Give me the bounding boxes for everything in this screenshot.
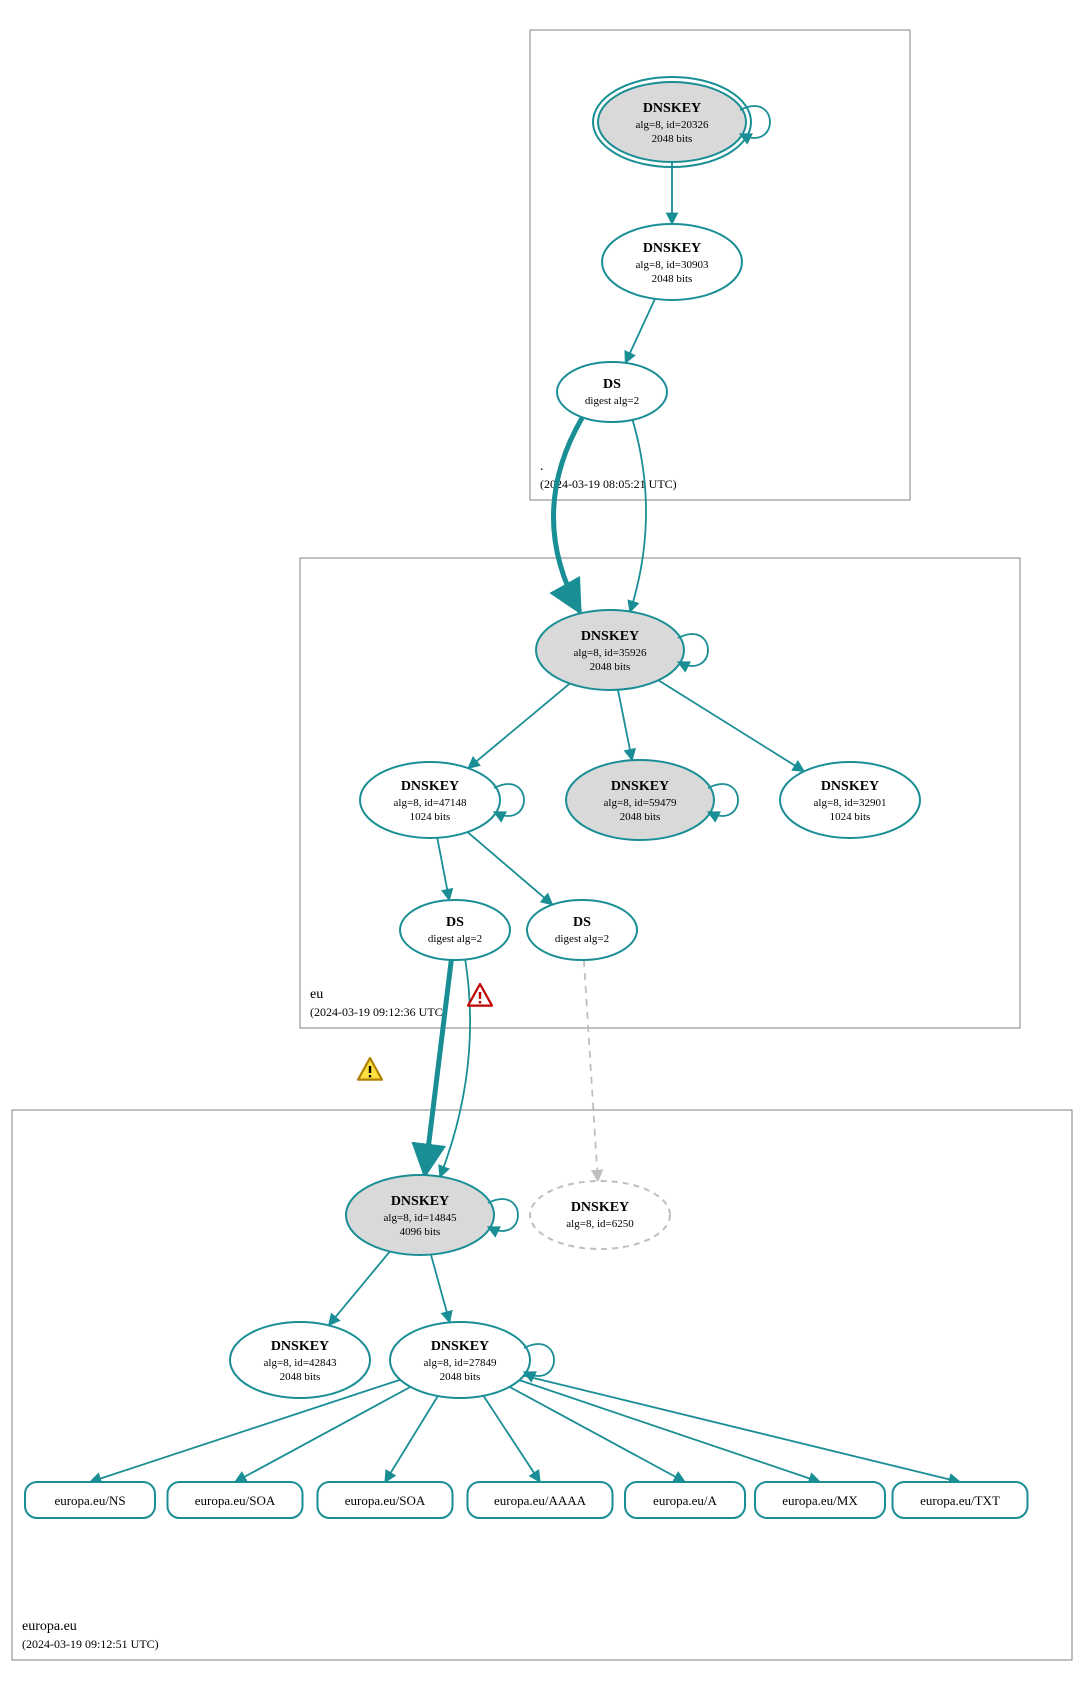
svg-text:europa.eu/TXT: europa.eu/TXT: [920, 1493, 1000, 1508]
svg-text:DNSKEY: DNSKEY: [643, 101, 701, 116]
rrset-rr_soa1: europa.eu/SOA: [168, 1482, 303, 1518]
svg-text:4096 bits: 4096 bits: [400, 1226, 441, 1238]
rrset-rr_aaaa: europa.eu/AAAA: [468, 1482, 613, 1518]
edge: [618, 690, 632, 760]
svg-text:europa.eu/MX: europa.eu/MX: [782, 1493, 858, 1508]
svg-text:2048 bits: 2048 bits: [280, 1371, 321, 1383]
svg-text:2048 bits: 2048 bits: [590, 661, 631, 673]
svg-text:DNSKEY: DNSKEY: [571, 1200, 629, 1215]
edge: [437, 838, 449, 900]
edge: [553, 418, 582, 612]
node-eur_k_l: DNSKEY alg=8, id=42843 2048 bits: [230, 1322, 370, 1398]
edge: [519, 1380, 820, 1482]
edge: [468, 832, 553, 905]
svg-text:DNSKEY: DNSKEY: [821, 779, 879, 794]
edge: [385, 1396, 438, 1482]
svg-text:(2024-03-19 09:12:36 UTC): (2024-03-19 09:12:36 UTC): [310, 1005, 447, 1019]
edge: [440, 958, 470, 1177]
edge: [658, 680, 804, 771]
rrset-rr_ns: europa.eu/NS: [25, 1482, 155, 1518]
edge: [584, 960, 598, 1181]
svg-text:alg=8, id=59479: alg=8, id=59479: [604, 797, 677, 809]
edge: [630, 418, 646, 612]
node-eur_k_r: DNSKEY alg=8, id=27849 2048 bits: [390, 1322, 554, 1398]
svg-text:DNSKEY: DNSKEY: [391, 1194, 449, 1209]
zone-europa: europa.eu (2024-03-19 09:12:51 UTC): [12, 1110, 1072, 1660]
svg-text:.: .: [540, 459, 544, 474]
edge: [425, 960, 451, 1175]
edge: [431, 1255, 450, 1323]
node-root_ds: DS digest alg=2: [557, 362, 667, 422]
svg-text:DS: DS: [446, 915, 464, 930]
node-eu_k_m: DNSKEY alg=8, id=59479 2048 bits: [566, 760, 738, 840]
svg-text:(2024-03-19 08:05:21 UTC): (2024-03-19 08:05:21 UTC): [540, 477, 677, 491]
svg-text:europa.eu/NS: europa.eu/NS: [54, 1493, 125, 1508]
svg-text:europa.eu/SOA: europa.eu/SOA: [345, 1493, 426, 1508]
svg-text:europa.eu/SOA: europa.eu/SOA: [195, 1493, 276, 1508]
svg-text:alg=8, id=20326: alg=8, id=20326: [636, 119, 709, 131]
edge: [235, 1387, 410, 1482]
svg-text:2048 bits: 2048 bits: [620, 811, 661, 823]
svg-text:alg=8, id=32901: alg=8, id=32901: [814, 797, 887, 809]
svg-text:alg=8, id=14845: alg=8, id=14845: [384, 1212, 457, 1224]
svg-text:europa.eu/AAAA: europa.eu/AAAA: [494, 1493, 587, 1508]
svg-text:2048 bits: 2048 bits: [440, 1371, 481, 1383]
rrset-rr_txt: europa.eu/TXT: [893, 1482, 1028, 1518]
edge: [510, 1387, 685, 1482]
rrset-rr_a: europa.eu/A: [625, 1482, 745, 1518]
node-root_k1: DNSKEY alg=8, id=20326 2048 bits: [593, 77, 770, 167]
svg-text:alg=8, id=30903: alg=8, id=30903: [636, 259, 709, 271]
svg-text:alg=8, id=6250: alg=8, id=6250: [566, 1218, 634, 1230]
svg-text:2048 bits: 2048 bits: [652, 133, 693, 145]
svg-text:DS: DS: [573, 915, 591, 930]
svg-text:eu: eu: [310, 987, 323, 1002]
svg-text:DS: DS: [603, 377, 621, 392]
edge: [468, 684, 570, 769]
svg-text:digest alg=2: digest alg=2: [585, 395, 639, 407]
svg-text:1024 bits: 1024 bits: [830, 811, 871, 823]
svg-text:DNSKEY: DNSKEY: [611, 779, 669, 794]
svg-text:europa.eu/A: europa.eu/A: [653, 1493, 718, 1508]
node-eu_k_l: DNSKEY alg=8, id=47148 1024 bits: [360, 762, 524, 838]
node-eu_k_r: DNSKEY alg=8, id=32901 1024 bits: [780, 762, 920, 838]
node-eu_ds_r: DS digest alg=2: [527, 900, 637, 960]
svg-text:digest alg=2: digest alg=2: [555, 933, 609, 945]
edge: [625, 299, 655, 363]
warning-red-icon: [468, 984, 492, 1006]
warning-yellow-icon: [358, 1058, 382, 1080]
svg-text:2048 bits: 2048 bits: [652, 273, 693, 285]
svg-text:alg=8, id=35926: alg=8, id=35926: [574, 647, 647, 659]
svg-text:DNSKEY: DNSKEY: [431, 1339, 489, 1354]
rrset-rr_soa2: europa.eu/SOA: [318, 1482, 453, 1518]
edge: [90, 1380, 400, 1482]
svg-text:DNSKEY: DNSKEY: [581, 629, 639, 644]
node-eu_ds_l: DS digest alg=2: [400, 900, 510, 960]
svg-text:digest alg=2: digest alg=2: [428, 933, 482, 945]
edge: [483, 1396, 540, 1482]
svg-text:alg=8, id=27849: alg=8, id=27849: [424, 1357, 497, 1369]
edge: [329, 1252, 390, 1326]
edge: [524, 1376, 960, 1482]
node-eur_k_ghost: DNSKEY alg=8, id=6250: [530, 1181, 670, 1249]
svg-text:DNSKEY: DNSKEY: [401, 779, 459, 794]
svg-text:DNSKEY: DNSKEY: [643, 241, 701, 256]
svg-text:(2024-03-19 09:12:51 UTC): (2024-03-19 09:12:51 UTC): [22, 1637, 159, 1651]
rrset-rr_mx: europa.eu/MX: [755, 1482, 885, 1518]
svg-text:DNSKEY: DNSKEY: [271, 1339, 329, 1354]
node-root_k2: DNSKEY alg=8, id=30903 2048 bits: [602, 224, 742, 300]
node-eu_k_top: DNSKEY alg=8, id=35926 2048 bits: [536, 610, 708, 690]
svg-text:alg=8, id=42843: alg=8, id=42843: [264, 1357, 337, 1369]
svg-text:europa.eu: europa.eu: [22, 1619, 77, 1634]
svg-text:1024 bits: 1024 bits: [410, 811, 451, 823]
svg-text:alg=8, id=47148: alg=8, id=47148: [394, 797, 467, 809]
node-eur_k_top: DNSKEY alg=8, id=14845 4096 bits: [346, 1175, 518, 1255]
